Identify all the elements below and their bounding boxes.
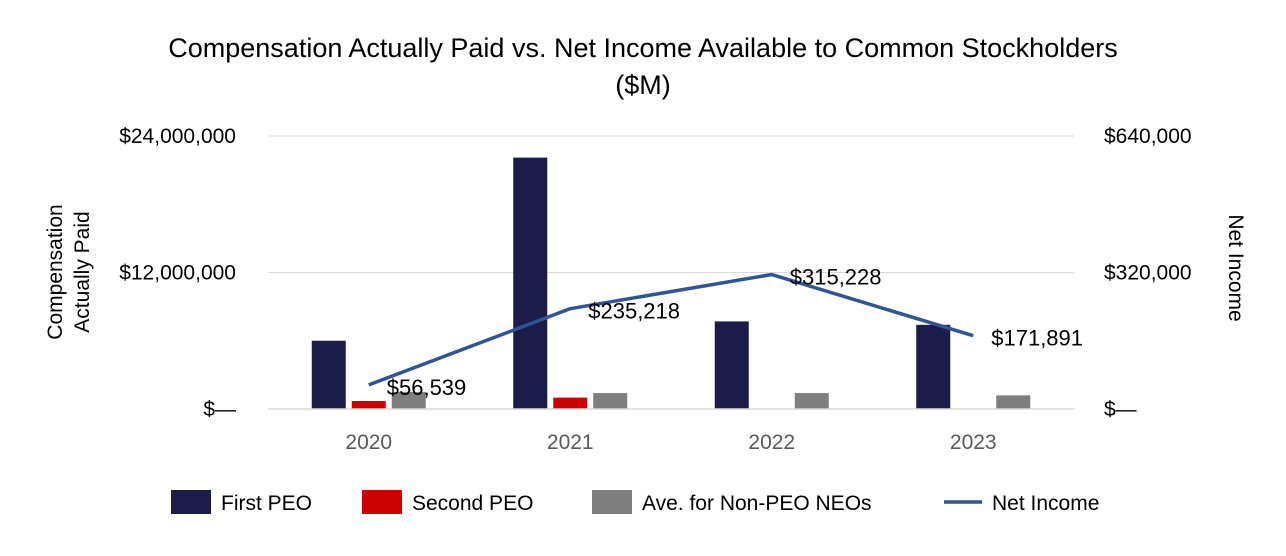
legend-label-0: First PEO [221,492,312,515]
x-tick-label-2021: 2021 [547,431,594,454]
chart-title-line1: Compensation Actually Paid vs. Net Incom… [168,33,1117,63]
bar-first-peo-2020 [311,340,346,409]
y-tick-label-1: $12,000,000 [119,262,236,285]
bar-ave-for-non-peo-neos-2021 [593,393,628,409]
gridlines [268,135,1074,273]
legend-swatch-2 [592,490,632,514]
legend-label-2: Ave. for Non-PEO NEOs [642,492,872,515]
net-income-line-group: $56,539 $235,218 $315,228 $171,891 [368,265,1083,400]
net-income-label-2023: $171,891 [991,326,1083,351]
chart-title-line2: ($M) [615,70,671,100]
bar-second-peo-2020 [351,401,386,409]
legend-label-1: Second PEO [412,492,533,515]
legend-label-3: Net Income [992,492,1099,515]
bar-ave-for-non-peo-neos-2022 [794,393,829,409]
y2-tick-label-0: $— [1104,398,1137,421]
legend-swatch-0 [171,490,211,514]
legend: First PEO Second PEO Ave. for Non-PEO NEOs… [171,490,1099,515]
net-income-label-2022: $315,228 [790,265,882,290]
bar-ave-for-non-peo-neos-2020 [391,391,426,409]
y-axis-label-line2: Actually Paid [71,211,94,332]
y2-axis-label: Net Income [1224,214,1247,321]
x-tick-label-2022: 2022 [748,431,795,454]
bars [311,157,1031,409]
bar-second-peo-2021 [553,397,588,409]
bar-first-peo-2023 [916,324,951,409]
bar-first-peo-2021 [513,157,548,409]
legend-swatch-1 [362,490,402,514]
x-tick-label-2023: 2023 [950,431,997,454]
bar-ave-for-non-peo-neos-2023 [996,395,1031,409]
net-income-label-2020: $56,539 [387,375,467,400]
net-income-line [368,272,974,387]
y-tick-label-2: $24,000,000 [119,125,236,148]
axes: $— $12,000,000 $24,000,000 $— $320,000 $640,0… [119,125,1191,454]
bar-first-peo-2022 [714,321,749,409]
x-tick-label-2020: 2020 [345,431,392,454]
y-axis-label-line1: Compensation [44,204,67,339]
y-tick-label-0: $— [203,398,236,421]
y2-tick-label-1: $320,000 [1104,262,1192,285]
y2-tick-label-2: $640,000 [1104,125,1192,148]
net-income-label-2021: $235,218 [588,299,680,324]
